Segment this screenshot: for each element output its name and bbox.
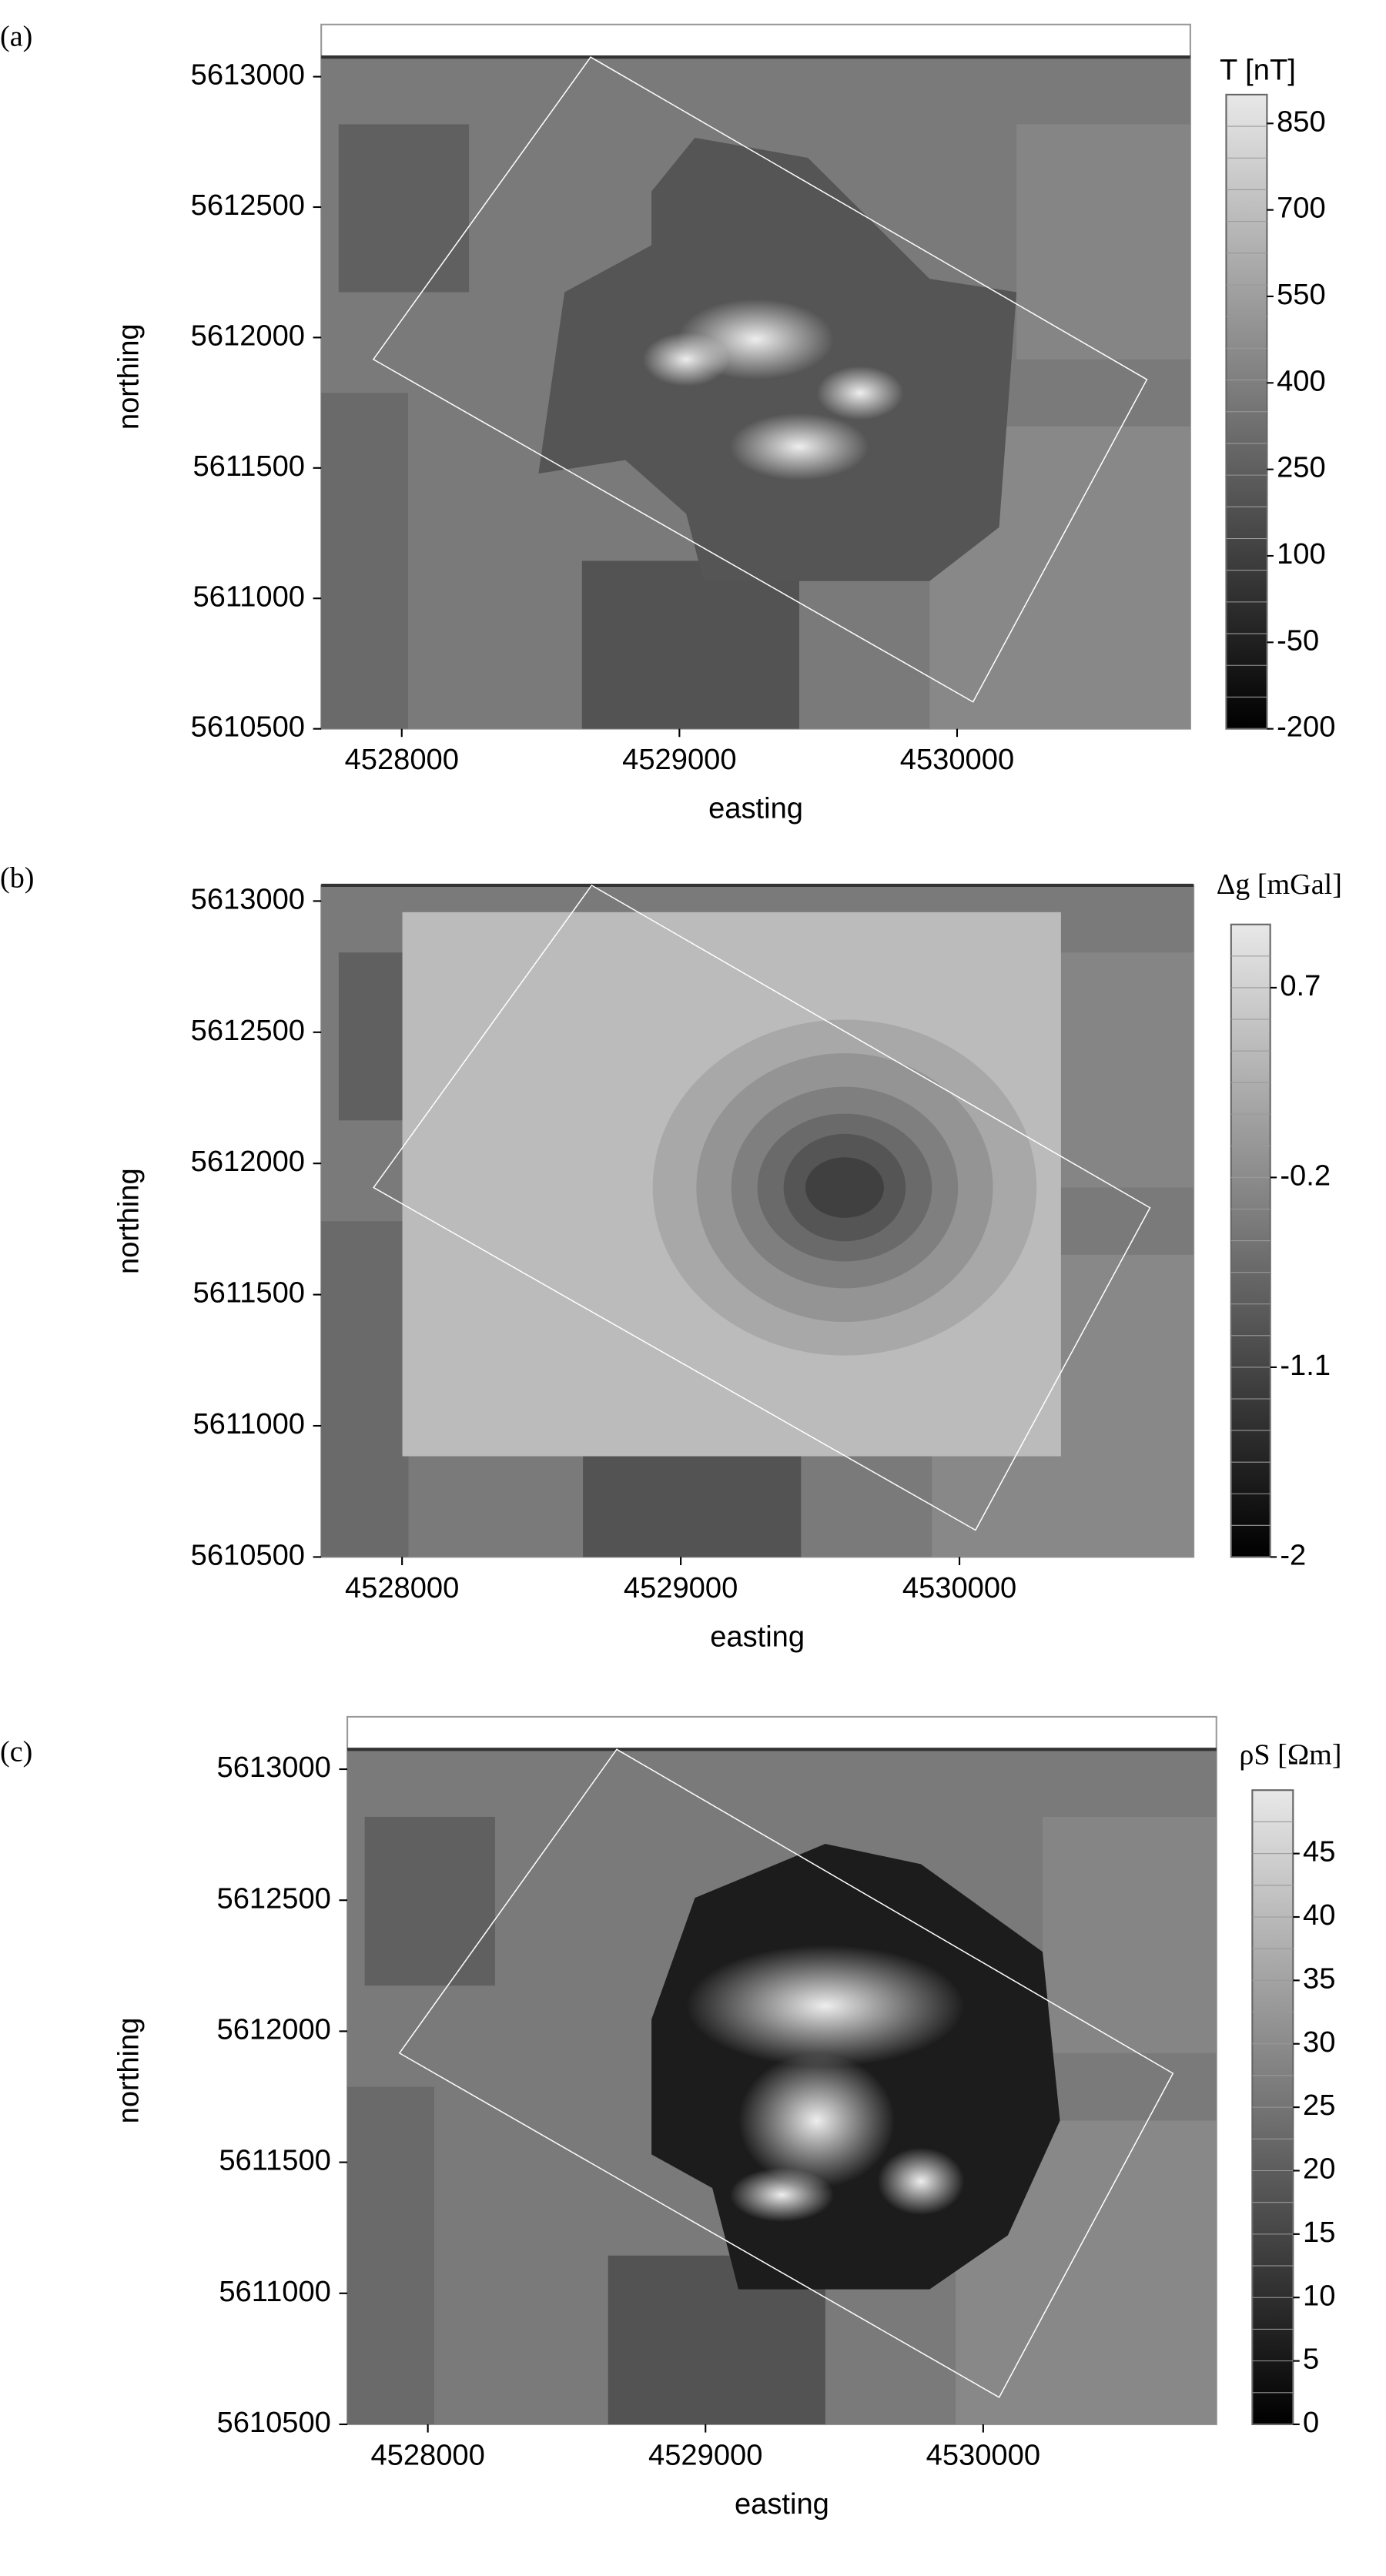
anomaly-high [686,1945,965,2067]
map-panel: (b) 4528000 4529000 4530000 5610500 5611000 56… [0,861,1342,1653]
survey-outline [373,885,1150,1531]
colorbar-tick-label: -0.2 [1280,1159,1331,1192]
y-tick-label: 5610500 [217,2407,331,2439]
colorbar-tick-label: 25 [1303,2089,1335,2122]
colorbar-tick-label: 35 [1303,1962,1335,1995]
colorbar-tick-label: 5 [1303,2343,1319,2376]
colorbar-tick-label: 10 [1303,2280,1335,2312]
panel-label: (b) [0,861,34,894]
y-tick-label: 5611000 [219,2276,331,2308]
y-tick-label: 5611000 [192,580,305,613]
anomaly-high [877,2147,965,2216]
colorbar-tick-label: -50 [1277,624,1319,657]
anomaly-high [729,413,869,480]
y-tick-label: 5612500 [217,1882,331,1915]
map-panel: (c) 4528000 4529000 4530000 5610500 5611000 56… [0,1717,1342,2521]
colorbar-tick-label: 20 [1303,2153,1335,2186]
y-tick-label: 5612000 [191,1146,305,1178]
x-axis-label: easting [710,1621,805,1653]
y-tick-label: 5612500 [191,1015,305,1047]
land-patch [364,1816,495,1986]
colorbar-tick-label: 250 [1277,452,1326,484]
y-tick-label: 5610500 [191,1539,305,1571]
panel-label: (c) [0,1735,32,1768]
y-tick-label: 5611500 [192,1277,305,1310]
y-axis-label: northing [112,1168,145,1274]
colorbar-tick-label: 45 [1303,1836,1335,1868]
x-tick-label: 4529000 [648,2439,762,2471]
y-tick-label: 5611000 [192,1408,305,1440]
map-panel: (a) 4528000 4529000 4530000 5610500 5611000 56… [0,21,1335,825]
colorbar-tick-label: 400 [1277,365,1326,397]
x-axis-label: easting [708,793,803,825]
land-patch [338,124,470,293]
y-tick-label: 5613000 [217,1751,331,1784]
survey-outline [400,1749,1173,2397]
land-patch [347,2086,434,2424]
colorbar-tick-label: 15 [1303,2216,1335,2249]
x-tick-label: 4529000 [624,1572,738,1604]
land-patch [581,560,799,729]
land-patch [1043,1816,1217,2053]
colorbar-tick-label: -1.1 [1280,1350,1331,1382]
anomaly-contour [805,1157,884,1218]
x-tick-label: 4529000 [622,744,736,776]
colorbar-tick-label: -200 [1277,711,1335,744]
panel-label: (a) [0,21,32,53]
land-patch [321,1221,409,1557]
x-axis-label: easting [735,2488,829,2521]
anomaly-high [642,332,730,386]
map-overlay [321,885,1194,1557]
colorbar-title: T [nT] [1220,54,1296,86]
colorbar-tick-label: 30 [1303,2026,1335,2059]
land-patch [321,393,409,729]
y-tick-label: 5611500 [192,450,305,483]
x-tick-label: 4528000 [370,2439,484,2471]
colorbar-tick-label: -2 [1280,1539,1306,1571]
anomaly-high [738,2052,896,2189]
colorbar-title: ρS [Ωm] [1239,1739,1341,1771]
colorbar-tick-label: 0 [1303,2407,1319,2439]
y-axis-label: northing [112,2018,145,2124]
colorbar-tick-label: 700 [1277,192,1326,225]
land-patch [1016,124,1190,360]
colorbar-tick-label: 40 [1303,1899,1335,1932]
y-tick-label: 5612000 [217,2013,331,2046]
y-tick-label: 5611500 [219,2145,331,2177]
x-tick-label: 4528000 [345,744,459,776]
y-axis-label: northing [112,323,145,430]
x-tick-label: 4530000 [900,744,1014,776]
x-tick-label: 4528000 [345,1572,459,1604]
y-tick-label: 5612500 [191,189,305,222]
y-tick-label: 5613000 [191,59,305,92]
colorbar-tick-label: 0.7 [1280,970,1321,1002]
map-overlay [347,1749,1217,2424]
anomaly-high [816,366,904,420]
y-tick-label: 5610500 [191,711,305,744]
y-tick-label: 5613000 [191,883,305,915]
map-overlay [321,57,1190,728]
x-tick-label: 4530000 [902,1572,1016,1604]
y-tick-label: 5612000 [191,319,305,352]
colorbar-tick-label: 550 [1277,279,1326,311]
anomaly-high [729,2167,835,2222]
colorbar-tick-label: 100 [1277,538,1326,570]
colorbar-title: Δg [mGal] [1217,868,1342,901]
colorbar-tick-label: 850 [1277,105,1326,138]
survey-outline [373,57,1147,702]
x-tick-label: 4530000 [926,2439,1040,2471]
